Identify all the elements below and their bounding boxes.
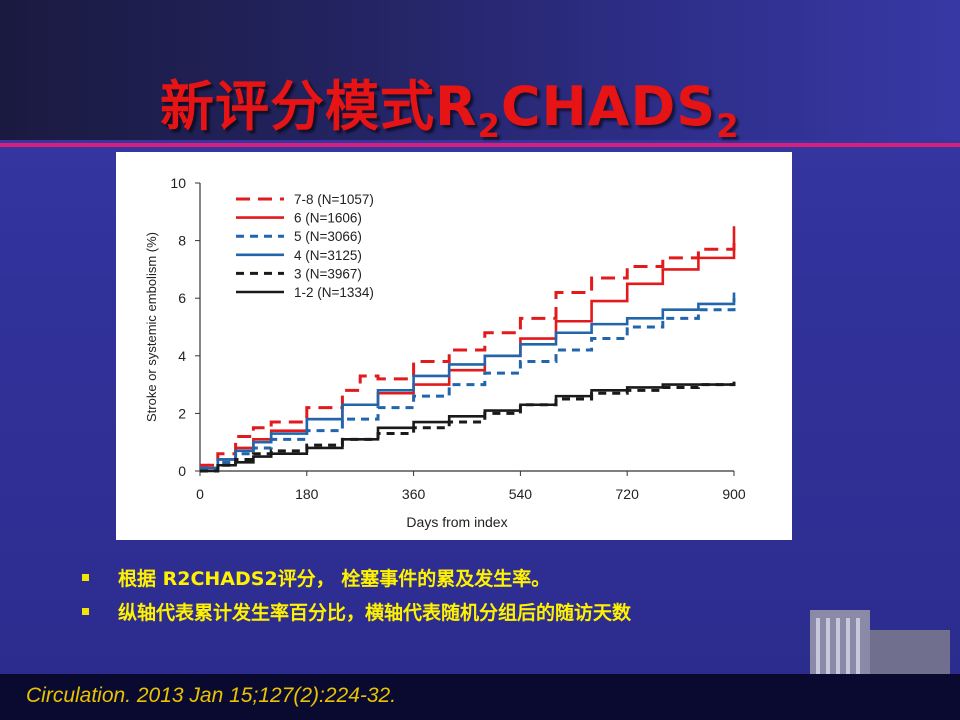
km-chart: 0 2 4 6 8 10 0 180 360 540 720 900 Days from index St…: [144, 175, 746, 530]
bullet-item: 根据 R2CHADS2评分， 栓塞事件的累及发生率。: [78, 562, 778, 596]
x-tick-label: 900: [722, 486, 746, 502]
title-divider: [0, 143, 960, 147]
bullet-text: 根据 R2CHADS2评分， 栓塞事件的累及发生率。: [118, 568, 551, 590]
title-subscript-1: 2: [477, 107, 501, 145]
bullet-marker: [82, 608, 89, 615]
y-tick-label: 8: [178, 233, 186, 249]
title-mid: CHADS: [500, 75, 717, 138]
y-tick-label: 4: [178, 348, 186, 364]
y-tick-label: 6: [178, 290, 186, 306]
x-tick-label: 720: [616, 486, 640, 502]
series-line-4: [200, 381, 736, 473]
title-main: 新评分模式R: [160, 75, 478, 138]
footer-band: [0, 674, 960, 720]
citation: Circulation. 2013 Jan 15;127(2):224-32.: [26, 684, 397, 707]
y-tick-label: 0: [178, 463, 186, 479]
bullet-text: 纵轴代表累计发生率百分比，横轴代表随机分组后的随访天数: [118, 602, 632, 624]
legend-label: 1-2 (N=1334): [294, 285, 374, 300]
x-tick-label: 0: [196, 486, 204, 502]
series-line-5: [200, 381, 736, 473]
legend-label: 6 (N=1606): [294, 211, 362, 226]
page-title: 新评分模式R2CHADS2: [160, 62, 860, 145]
bullet-list: 根据 R2CHADS2评分， 栓塞事件的累及发生率。 纵轴代表累计发生率百分比，…: [78, 562, 778, 630]
header-band: [0, 0, 960, 140]
x-axis-label: Days from index: [406, 514, 507, 530]
y-tick-label: 10: [170, 175, 186, 191]
series-line-2: [200, 298, 736, 470]
legend-label: 7-8 (N=1057): [294, 192, 374, 207]
x-tick-label: 360: [402, 486, 426, 502]
legend-label: 5 (N=3066): [294, 229, 362, 244]
bullet-marker: [82, 574, 89, 581]
bullet-item: 纵轴代表累计发生率百分比，横轴代表随机分组后的随访天数: [78, 596, 778, 630]
x-tick-label: 540: [509, 486, 533, 502]
y-axis-label: Stroke or systemic embolism (%): [144, 232, 159, 422]
title-subscript-2: 2: [716, 107, 740, 145]
legend-label: 3 (N=3967): [294, 266, 362, 281]
series-line-1: [200, 226, 736, 470]
legend-label: 4 (N=3125): [294, 248, 362, 263]
series-line-3: [200, 292, 736, 470]
chart-panel: 0 2 4 6 8 10 0 180 360 540 720 900 Days from index St…: [116, 152, 792, 540]
series-line-0: [200, 237, 736, 467]
x-tick-label: 180: [295, 486, 319, 502]
y-tick-label: 2: [178, 405, 186, 421]
